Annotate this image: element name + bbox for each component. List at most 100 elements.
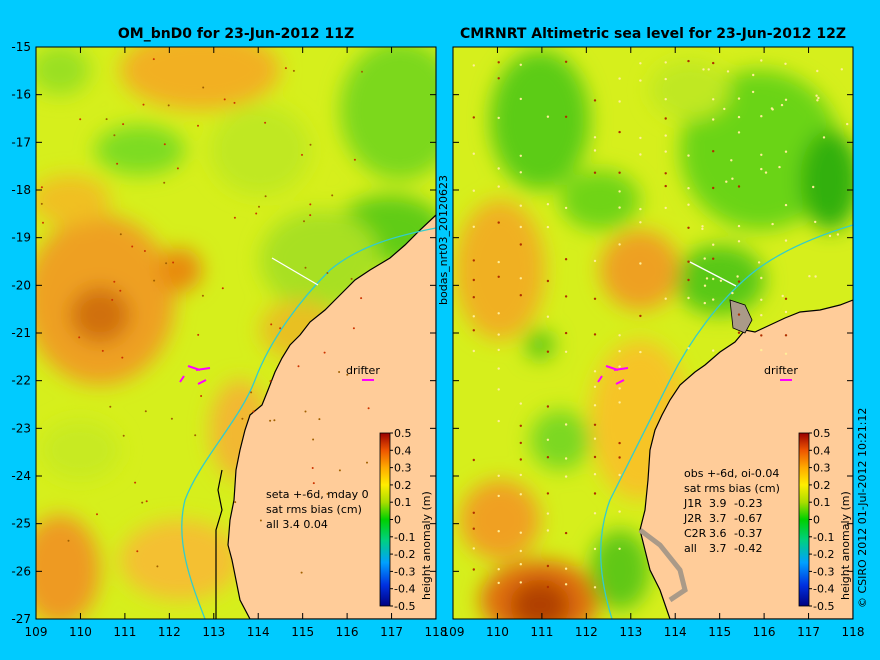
obs-point xyxy=(361,70,363,73)
y-tick-label: -16 xyxy=(11,88,31,102)
stats-name: C2R xyxy=(684,527,707,540)
obs-point xyxy=(346,373,349,376)
obs-point xyxy=(172,261,175,264)
x-tick-label: 118 xyxy=(842,625,865,639)
obs-point xyxy=(472,511,475,514)
obs-point xyxy=(701,227,704,231)
obs-point xyxy=(153,279,156,282)
colorbar-tick-label: -0.1 xyxy=(813,531,834,544)
obs-point xyxy=(297,365,300,368)
obs-point xyxy=(664,61,667,64)
right-drifter-tracks xyxy=(597,365,792,385)
obs-point xyxy=(771,108,774,111)
obs-point xyxy=(79,118,82,121)
left-side-label: bodas_nrt03_20120623 xyxy=(437,175,450,305)
obs-point xyxy=(639,314,642,318)
x-tick-label: 112 xyxy=(158,625,181,639)
obs-point xyxy=(163,181,166,184)
obs-point xyxy=(816,99,819,102)
stats-rms: 3.6 xyxy=(709,527,727,540)
left-colorbar: 0.5 0.4 0.3 0.2 0.1 0 -0.1 -0.2 -0.3 -0.4 -0.5 hei… xyxy=(379,427,433,613)
obs-point xyxy=(593,385,597,388)
obs-point xyxy=(564,423,568,426)
obs-point xyxy=(701,225,704,228)
obs-point xyxy=(273,419,276,422)
obs-point xyxy=(593,512,597,515)
obs-point xyxy=(784,310,788,314)
obs-point xyxy=(828,234,832,238)
obs-point xyxy=(639,262,642,265)
obs-point xyxy=(163,143,166,146)
obs-point xyxy=(176,167,179,170)
obs-point xyxy=(593,333,597,336)
obs-point xyxy=(712,277,715,281)
obs-point xyxy=(134,481,137,484)
obs-point xyxy=(122,123,125,126)
obs-point xyxy=(564,60,568,63)
stats-name: J2R xyxy=(683,512,702,525)
obs-point xyxy=(618,206,621,209)
obs-point xyxy=(687,203,690,206)
obs-point xyxy=(784,150,788,153)
left-colorbar-label: height anomaly (m) xyxy=(420,491,433,600)
right-field-blobs xyxy=(455,50,853,619)
obs-point xyxy=(472,189,475,192)
obs-point xyxy=(564,457,568,460)
obs-point xyxy=(519,225,522,229)
obs-point xyxy=(472,259,475,262)
obs-point xyxy=(497,77,500,80)
obs-point xyxy=(497,419,500,423)
obs-point xyxy=(472,152,475,155)
right-annotation-line-2: sat rms bias (cm) xyxy=(684,482,780,495)
obs-point xyxy=(109,405,112,408)
obs-point xyxy=(367,407,370,410)
obs-point xyxy=(702,68,705,71)
obs-point xyxy=(784,98,788,102)
obs-point xyxy=(639,79,642,82)
y-tick-label: -25 xyxy=(11,517,31,531)
obs-point xyxy=(730,159,733,162)
obs-point xyxy=(664,134,667,137)
obs-point xyxy=(519,277,522,280)
obs-point xyxy=(519,441,522,445)
obs-point xyxy=(519,402,522,405)
obs-point xyxy=(546,350,550,353)
obs-point xyxy=(269,419,272,422)
obs-point xyxy=(156,565,159,568)
obs-point xyxy=(497,221,500,224)
obs-point xyxy=(814,220,817,224)
obs-point xyxy=(784,62,787,65)
obs-point xyxy=(519,154,522,157)
obs-point xyxy=(472,527,475,530)
obs-point xyxy=(338,371,341,373)
obs-point xyxy=(309,214,312,217)
obs-point xyxy=(472,547,475,550)
colorbar-tick-label: -0.2 xyxy=(394,548,415,561)
obs-point xyxy=(639,207,642,211)
obs-point xyxy=(269,380,272,383)
right-transect-line xyxy=(689,261,737,287)
obs-point xyxy=(338,469,341,472)
x-tick-label: 118 xyxy=(425,625,448,639)
obs-point xyxy=(223,98,226,101)
obs-point xyxy=(639,350,642,354)
obs-point xyxy=(639,221,642,224)
colorbar-tick-label: 0.2 xyxy=(394,479,412,492)
obs-point xyxy=(252,410,255,413)
obs-point xyxy=(352,327,355,330)
right-map-panel: CMRNRT Altimetric sea level for 23-Jun-2… xyxy=(442,26,869,639)
obs-point xyxy=(318,418,321,421)
obs-point xyxy=(712,349,715,352)
obs-point xyxy=(472,64,475,67)
obs-point xyxy=(519,531,522,534)
obs-point xyxy=(40,186,43,189)
y-tick-label: -18 xyxy=(11,183,31,197)
obs-point xyxy=(105,118,108,121)
obs-point xyxy=(497,348,500,352)
obs-point xyxy=(816,69,819,73)
obs-point xyxy=(822,136,826,139)
obs-point xyxy=(737,115,741,119)
right-colorbar: 0.5 0.4 0.3 0.2 0.1 0 -0.1 -0.2 -0.3 -0.4 -0.5 hei… xyxy=(798,427,852,613)
obs-point xyxy=(778,165,781,169)
colorbar-tick-label: -0.5 xyxy=(813,600,834,613)
